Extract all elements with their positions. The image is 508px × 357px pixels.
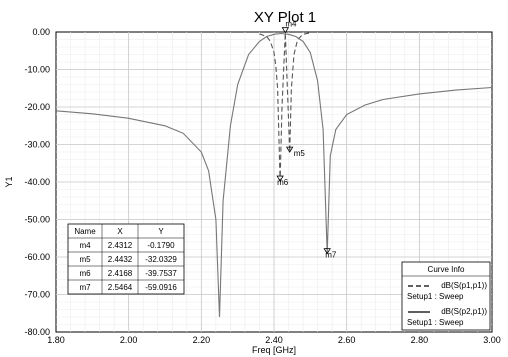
table-frame (67, 223, 185, 295)
legend-frame (401, 261, 491, 331)
x-tick-label: 2.40 (265, 335, 283, 345)
marker-triangle (281, 27, 290, 34)
marker-table: Name X Ym4 2.4312 -0.1790 m5 2.4432 -32.0329 m6 2… (67, 223, 185, 295)
table-cell: 2.5464 (108, 283, 133, 292)
table-header: Name (74, 227, 96, 236)
y-tick-label: -60.00 (24, 252, 50, 262)
table-cell: m4 (79, 241, 91, 250)
y-tick-label: -50.00 (24, 215, 50, 225)
y-tick-label: -10.00 (24, 65, 50, 75)
legend-title: Curve Info (428, 265, 465, 274)
legend-series-name: dB(S(p1,p1)) (441, 281, 487, 290)
marker-label: m6 (277, 178, 289, 187)
table-cell: m7 (79, 283, 91, 292)
y-tick-label: -70.00 (24, 290, 50, 300)
y-tick-label: -20.00 (24, 102, 50, 112)
chart-title: XY Plot 1 (254, 9, 316, 26)
table-cell: 2.4312 (108, 241, 133, 250)
x-axis-label: Freq [GHz] (252, 345, 296, 355)
y-tick-label: -40.00 (24, 177, 50, 187)
table-cell: 2.4432 (108, 255, 133, 264)
x-tick-label: 2.80 (411, 335, 429, 345)
marker-triangle (323, 248, 331, 255)
series-line-s21 (55, 32, 493, 318)
x-tick-label: 2.20 (193, 335, 211, 345)
x-tick-label: 2.60 (338, 335, 356, 345)
x-tick-label: 2.00 (120, 335, 138, 345)
marker-label: m7 (325, 251, 337, 260)
table-cell: -39.7537 (145, 269, 177, 278)
table-cell: m6 (79, 269, 91, 278)
table-cell: m5 (79, 255, 91, 264)
series-layer (55, 32, 493, 318)
marker-layer: m4 m5 m6 m7 (276, 20, 337, 260)
table-header: X (117, 227, 123, 236)
legend-series-setup: Setup1 : Sweep (407, 292, 464, 301)
x-tick-label: 1.80 (47, 335, 65, 345)
legend-series-name: dB(S(p2,p1)) (441, 307, 487, 316)
marker-label: m4 (285, 20, 297, 29)
table-cell: -59.0916 (145, 283, 177, 292)
legend-box: Curve Info dB(S(p1,p1)) Setup1 : Sweep dB(S… (401, 261, 491, 331)
series-line-s11 (259, 32, 311, 182)
y-axis-label: Y1 (4, 176, 14, 187)
table-header: Y (158, 227, 164, 236)
marker-label: m5 (294, 149, 306, 158)
marker-triangle (285, 146, 294, 153)
x-tick-label: 3.00 (483, 335, 501, 345)
axis-ticks: 1.80 2.00 2.20 2.40 2.60 2.80 3.00 0.00 -10.00 -2… (24, 27, 500, 345)
marker-triangle (276, 175, 284, 182)
table-cell: -32.0329 (145, 255, 177, 264)
y-tick-label: -30.00 (24, 140, 50, 150)
y-tick-label: -80.00 (24, 327, 50, 337)
legend-series-setup: Setup1 : Sweep (407, 318, 464, 327)
table-cell: -0.1790 (147, 241, 175, 250)
table-cell: 2.4168 (108, 269, 133, 278)
y-tick-label: 0.00 (32, 27, 50, 37)
